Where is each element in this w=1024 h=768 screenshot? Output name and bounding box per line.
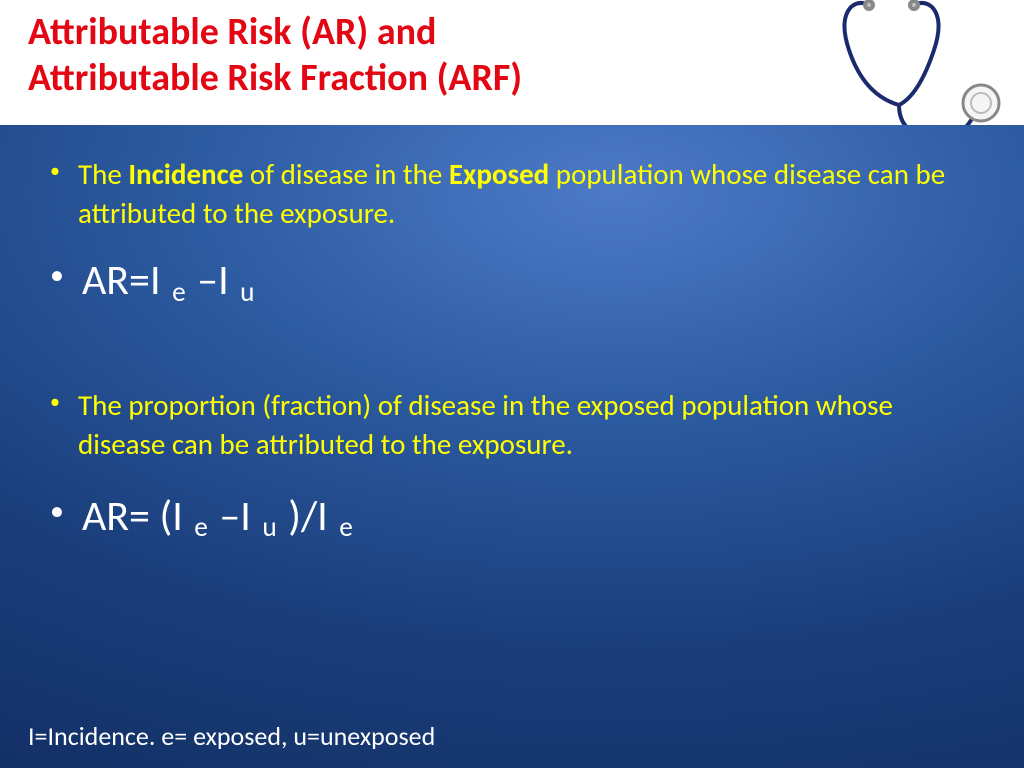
footer-note: I=Incidence. e= exposed, u=unexposed [28, 720, 435, 752]
slide: Attributable Risk (AR) and Attributable … [0, 0, 1024, 768]
bullet-list: • The Incidence of disease in the Exposed… [50, 155, 984, 542]
slide-title: Attributable Risk (AR) and Attributable … [28, 10, 996, 101]
bullet-marker-icon: • [50, 255, 64, 294]
title-line-1: Attributable Risk (AR) and [28, 9, 436, 55]
bullet-text: The proportion (fraction) of disease in … [78, 386, 984, 464]
formula-text: AR=I e –I u [82, 255, 257, 306]
text-bullet: • The proportion (fraction) of disease in… [50, 386, 984, 464]
bullet-marker-icon: • [50, 155, 60, 187]
text-bullet: • The Incidence of disease in the Exposed… [50, 155, 984, 233]
formula-bullet: • AR= (I e –I u )/I e [50, 491, 984, 542]
content-panel: • The Incidence of disease in the Exposed… [0, 125, 1024, 768]
title-line-2: Attributable Risk Fraction (ARF) [28, 55, 522, 101]
footer-text: I=Incidence. e= exposed, u=unexposed [28, 720, 435, 752]
bullet-marker-icon: • [50, 491, 64, 530]
formula-bullet: • AR=I e –I u [50, 255, 984, 306]
title-area: Attributable Risk (AR) and Attributable … [28, 10, 996, 120]
formula-text: AR= (I e –I u )/I e [82, 491, 355, 542]
bullet-marker-icon: • [50, 386, 60, 418]
bullet-text: The Incidence of disease in the Exposed … [78, 155, 984, 233]
